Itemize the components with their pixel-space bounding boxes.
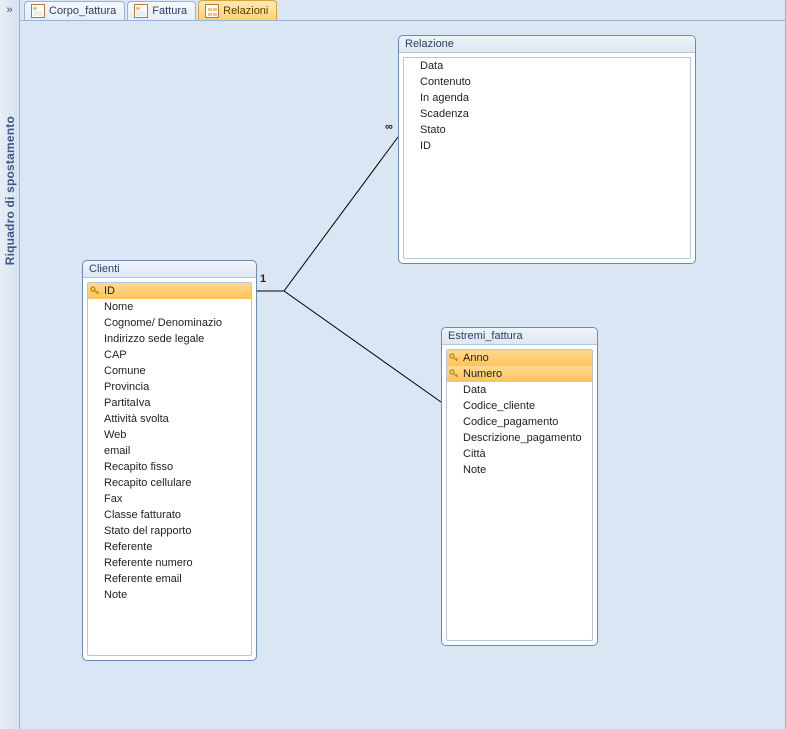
field-name: Fax	[104, 493, 122, 505]
field-name: Descrizione_pagamento	[463, 432, 582, 444]
field-row[interactable]: Codice_cliente	[447, 398, 592, 414]
entity-relazione[interactable]: Relazione Data Contenuto In agenda Scadenza…	[398, 35, 696, 264]
primary-key-icon	[449, 353, 459, 363]
field-name: Recapito fisso	[104, 461, 173, 473]
field-row[interactable]: Anno	[447, 350, 592, 366]
field-row[interactable]: Classe fatturato	[88, 507, 251, 523]
field-name: Note	[463, 464, 486, 476]
tab-label: Fattura	[152, 5, 187, 17]
relation-line	[257, 291, 441, 402]
primary-key-icon	[449, 369, 459, 379]
entity-title: Clienti	[83, 261, 256, 278]
field-name: Referente	[104, 541, 152, 553]
field-row[interactable]: Contenuto	[404, 74, 690, 90]
entity-field-list: Data Contenuto In agenda Scadenza Stato ID	[403, 57, 691, 259]
tab-label: Corpo_fattura	[49, 5, 116, 17]
field-name: Numero	[463, 368, 502, 380]
field-row[interactable]: ID	[404, 138, 690, 154]
field-row[interactable]: Fax	[88, 491, 251, 507]
entity-field-list: Anno Numero Data Codice_cliente Codice_pagam…	[446, 349, 593, 641]
primary-key-icon	[90, 286, 100, 296]
field-row[interactable]: Referente email	[88, 571, 251, 587]
field-row[interactable]: Provincia	[88, 379, 251, 395]
field-row[interactable]: CAP	[88, 347, 251, 363]
field-row[interactable]: Stato del rapporto	[88, 523, 251, 539]
relationships-icon	[205, 4, 219, 18]
field-row[interactable]: Referente numero	[88, 555, 251, 571]
form-icon	[134, 4, 148, 18]
field-row[interactable]: Nome	[88, 299, 251, 315]
field-name: Nome	[104, 301, 133, 313]
tab-fattura[interactable]: Fattura	[127, 1, 196, 20]
field-name: Scadenza	[420, 108, 469, 120]
field-name: Città	[463, 448, 486, 460]
field-name: PartitaIva	[104, 397, 150, 409]
entity-clienti[interactable]: Clienti ID Nome Cognome/ Denominazio Indiri…	[82, 260, 257, 661]
entity-title: Estremi_fattura	[442, 328, 597, 345]
field-row[interactable]: Indirizzo sede legale	[88, 331, 251, 347]
field-row[interactable]: In agenda	[404, 90, 690, 106]
cardinality-many: ∞	[385, 121, 393, 133]
relation-line	[257, 137, 398, 291]
field-name: ID	[104, 285, 115, 297]
nav-pane-label: Riquadro di spostamento	[3, 116, 17, 265]
field-name: Attività svolta	[104, 413, 169, 425]
field-row[interactable]: Web	[88, 427, 251, 443]
form-icon	[31, 4, 45, 18]
field-name: Recapito cellulare	[104, 477, 191, 489]
field-name: ID	[420, 140, 431, 152]
entity-title: Relazione	[399, 36, 695, 53]
field-row[interactable]: Note	[447, 462, 592, 478]
field-row[interactable]: Attività svolta	[88, 411, 251, 427]
field-name: Classe fatturato	[104, 509, 181, 521]
field-row[interactable]: Descrizione_pagamento	[447, 430, 592, 446]
field-name: Cognome/ Denominazio	[104, 317, 222, 329]
tab-corpo-fattura[interactable]: Corpo_fattura	[24, 1, 125, 20]
field-row[interactable]: Codice_pagamento	[447, 414, 592, 430]
field-name: CAP	[104, 349, 127, 361]
field-row[interactable]: email	[88, 443, 251, 459]
field-name: Stato	[420, 124, 446, 136]
field-row[interactable]: Scadenza	[404, 106, 690, 122]
field-name: In agenda	[420, 92, 469, 104]
tab-label: Relazioni	[223, 5, 268, 17]
field-name: Codice_cliente	[463, 400, 535, 412]
field-name: Data	[420, 60, 443, 72]
tab-relazioni[interactable]: Relazioni	[198, 0, 277, 20]
field-name: Indirizzo sede legale	[104, 333, 204, 345]
field-row[interactable]: Numero	[447, 366, 592, 382]
field-row[interactable]: Recapito cellulare	[88, 475, 251, 491]
relationships-canvas[interactable]: 1 ∞ Relazione Data Contenuto In agenda Scad…	[20, 20, 785, 729]
entity-field-list: ID Nome Cognome/ Denominazio Indirizzo sede…	[87, 282, 252, 656]
field-row[interactable]: Comune	[88, 363, 251, 379]
field-row[interactable]: ID	[88, 283, 251, 299]
field-row[interactable]: Recapito fisso	[88, 459, 251, 475]
field-name: Web	[104, 429, 126, 441]
field-name: Codice_pagamento	[463, 416, 558, 428]
field-row[interactable]: Note	[88, 587, 251, 603]
field-name: Data	[463, 384, 486, 396]
field-row[interactable]: Data	[447, 382, 592, 398]
expand-chevron-icon[interactable]: »	[6, 4, 12, 16]
field-name: Anno	[463, 352, 489, 364]
field-name: Comune	[104, 365, 146, 377]
field-name: Provincia	[104, 381, 149, 393]
field-name: Note	[104, 589, 127, 601]
field-row[interactable]: Stato	[404, 122, 690, 138]
field-row[interactable]: Data	[404, 58, 690, 74]
entity-estremi-fattura[interactable]: Estremi_fattura Anno Numero Data Codice_cli…	[441, 327, 598, 646]
nav-pane-collapsed[interactable]: » Riquadro di spostamento	[0, 0, 20, 729]
field-row[interactable]: Città	[447, 446, 592, 462]
cardinality-one: 1	[260, 273, 266, 285]
field-row[interactable]: Cognome/ Denominazio	[88, 315, 251, 331]
field-name: Referente numero	[104, 557, 193, 569]
field-name: email	[104, 445, 130, 457]
field-name: Contenuto	[420, 76, 471, 88]
field-name: Referente email	[104, 573, 182, 585]
field-name: Stato del rapporto	[104, 525, 191, 537]
document-tabs: Corpo_fattura Fattura Relazioni	[20, 0, 785, 20]
field-row[interactable]: PartitaIva	[88, 395, 251, 411]
field-row[interactable]: Referente	[88, 539, 251, 555]
